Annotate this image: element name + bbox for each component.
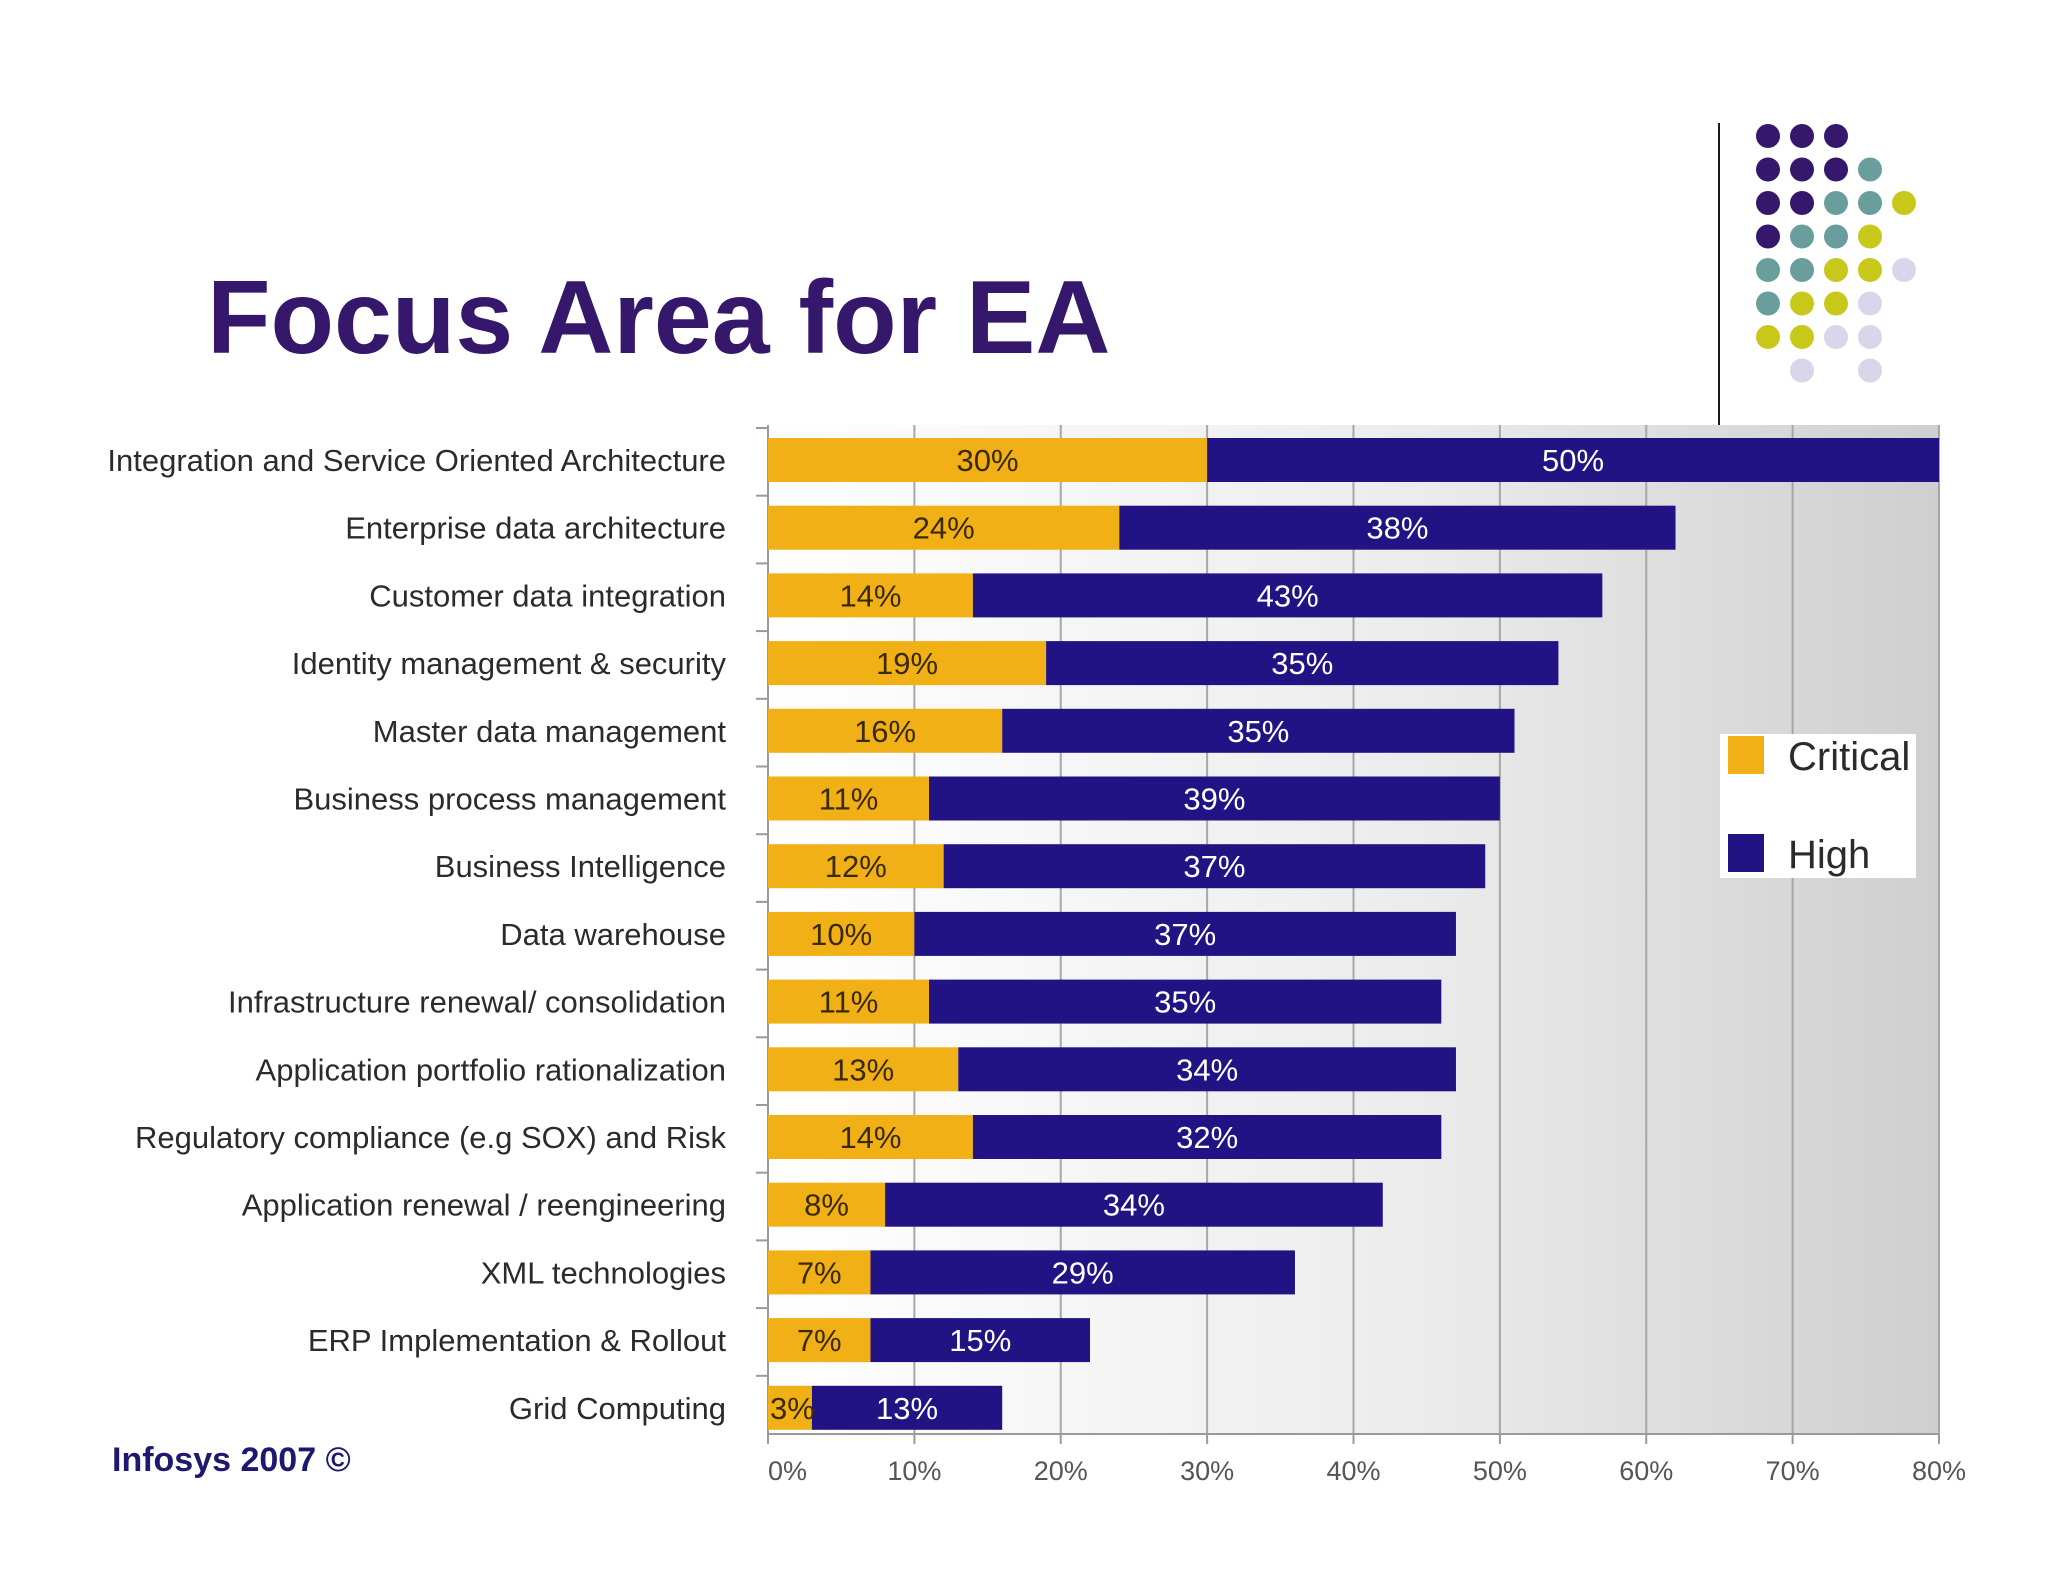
legend-swatch-1 [1728, 834, 1764, 872]
category-label-13: ERP Implementation & Rollout [308, 1323, 727, 1358]
category-label-11: Application renewal / reengineering [242, 1188, 726, 1223]
category-label-1: Enterprise data architecture [345, 511, 726, 546]
bar-critical-1 [768, 505, 1120, 550]
category-label-5: Business process management [293, 782, 726, 817]
category-label-3: Identity management & security [292, 646, 727, 681]
bar-label-critical-13: 7% [797, 1323, 842, 1358]
bar-high-4 [1002, 708, 1515, 753]
x-tick-label-20: 20% [1034, 1456, 1088, 1486]
x-tick-label-0: 0% [768, 1456, 807, 1486]
bar-high-1 [1119, 505, 1676, 550]
x-tick-label-30: 30% [1180, 1456, 1234, 1486]
bar-high-3 [1046, 641, 1559, 686]
bar-label-critical-2: 14% [839, 578, 901, 613]
bar-critical-14 [768, 1385, 812, 1430]
bar-label-critical-8: 11% [819, 985, 879, 1020]
category-label-10: Regulatory compliance (e.g SOX) and Risk [135, 1120, 726, 1155]
bar-critical-3 [768, 641, 1047, 686]
bar-label-critical-14: 3% [770, 1391, 815, 1426]
bar-critical-11 [768, 1182, 886, 1227]
bar-critical-4 [768, 708, 1003, 753]
x-tick-label-10: 10% [887, 1456, 941, 1486]
bar-high-11 [885, 1182, 1383, 1227]
legend-label-1: High [1788, 833, 1870, 877]
decorative-divider-line [1718, 123, 1720, 435]
bar-high-6 [943, 844, 1486, 889]
bar-label-high-5: 39% [1183, 782, 1245, 817]
bar-label-critical-0: 30% [957, 443, 1019, 478]
legend-label-0: Critical [1788, 735, 1910, 779]
bar-critical-2 [768, 573, 973, 618]
category-label-4: Master data management [373, 714, 727, 749]
bar-label-high-6: 37% [1183, 849, 1245, 884]
bar-high-5 [929, 776, 1500, 821]
bar-critical-12 [768, 1250, 871, 1295]
bar-label-critical-6: 12% [825, 849, 887, 884]
bar-label-high-8: 35% [1154, 985, 1216, 1020]
bar-critical-10 [768, 1115, 973, 1159]
bar-label-critical-5: 11% [819, 782, 879, 817]
category-label-0: Integration and Service Oriented Archite… [107, 443, 726, 478]
bar-label-high-3: 35% [1271, 646, 1333, 681]
bar-label-critical-3: 19% [876, 646, 938, 681]
bar-high-14 [811, 1385, 1003, 1430]
bar-critical-9 [768, 1047, 959, 1092]
bar-label-critical-11: 8% [804, 1188, 849, 1223]
bar-critical-6 [768, 844, 944, 889]
x-tick-label-40: 40% [1326, 1456, 1380, 1486]
bar-label-high-11: 34% [1103, 1188, 1165, 1223]
bar-label-critical-9: 13% [832, 1052, 894, 1087]
bar-label-critical-1: 24% [913, 511, 975, 546]
slide-title: Focus Area for EA [207, 260, 1111, 376]
bar-label-high-14: 13% [876, 1391, 938, 1426]
x-tick-label-60: 60% [1619, 1456, 1673, 1486]
bar-critical-5 [768, 776, 930, 821]
category-label-7: Data warehouse [500, 917, 726, 952]
category-label-6: Business Intelligence [435, 849, 726, 884]
bar-label-high-7: 37% [1154, 917, 1216, 952]
bar-label-high-0: 50% [1542, 443, 1604, 478]
x-tick-label-70: 70% [1766, 1456, 1820, 1486]
x-tick-label-50: 50% [1473, 1456, 1527, 1486]
bar-label-high-9: 34% [1176, 1052, 1238, 1087]
category-label-2: Customer data integration [369, 578, 726, 613]
bar-label-critical-7: 10% [810, 917, 872, 952]
footer-copyright: Infosys 2007 © [112, 1441, 351, 1479]
bar-high-2 [972, 573, 1603, 618]
bar-high-7 [914, 911, 1456, 956]
bar-label-high-13: 15% [949, 1323, 1011, 1358]
bar-label-high-1: 38% [1366, 511, 1428, 546]
bar-critical-8 [768, 979, 930, 1024]
x-tick-label-80: 80% [1912, 1456, 1966, 1486]
category-label-12: XML technologies [481, 1255, 726, 1290]
bar-label-high-10: 32% [1176, 1120, 1238, 1155]
bar-high-9 [958, 1047, 1456, 1092]
category-label-8: Infrastructure renewal/ consolidation [228, 985, 726, 1020]
bar-high-0 [1207, 438, 1939, 482]
category-label-9: Application portfolio rationalization [256, 1052, 726, 1087]
bar-critical-0 [768, 438, 1208, 482]
bar-label-critical-10: 14% [839, 1120, 901, 1155]
bar-critical-7 [768, 911, 915, 956]
legend-swatch-0 [1728, 736, 1764, 774]
bar-high-10 [972, 1115, 1442, 1159]
bar-high-12 [870, 1250, 1295, 1295]
bar-label-high-2: 43% [1257, 578, 1319, 613]
bar-high-13 [870, 1318, 1091, 1363]
bar-high-8 [929, 979, 1442, 1024]
bar-label-critical-4: 16% [854, 714, 916, 749]
category-label-14: Grid Computing [509, 1391, 726, 1426]
bar-label-high-4: 35% [1227, 714, 1289, 749]
bar-critical-13 [768, 1318, 871, 1363]
bar-label-critical-12: 7% [797, 1255, 842, 1290]
bar-label-high-12: 29% [1052, 1255, 1114, 1290]
